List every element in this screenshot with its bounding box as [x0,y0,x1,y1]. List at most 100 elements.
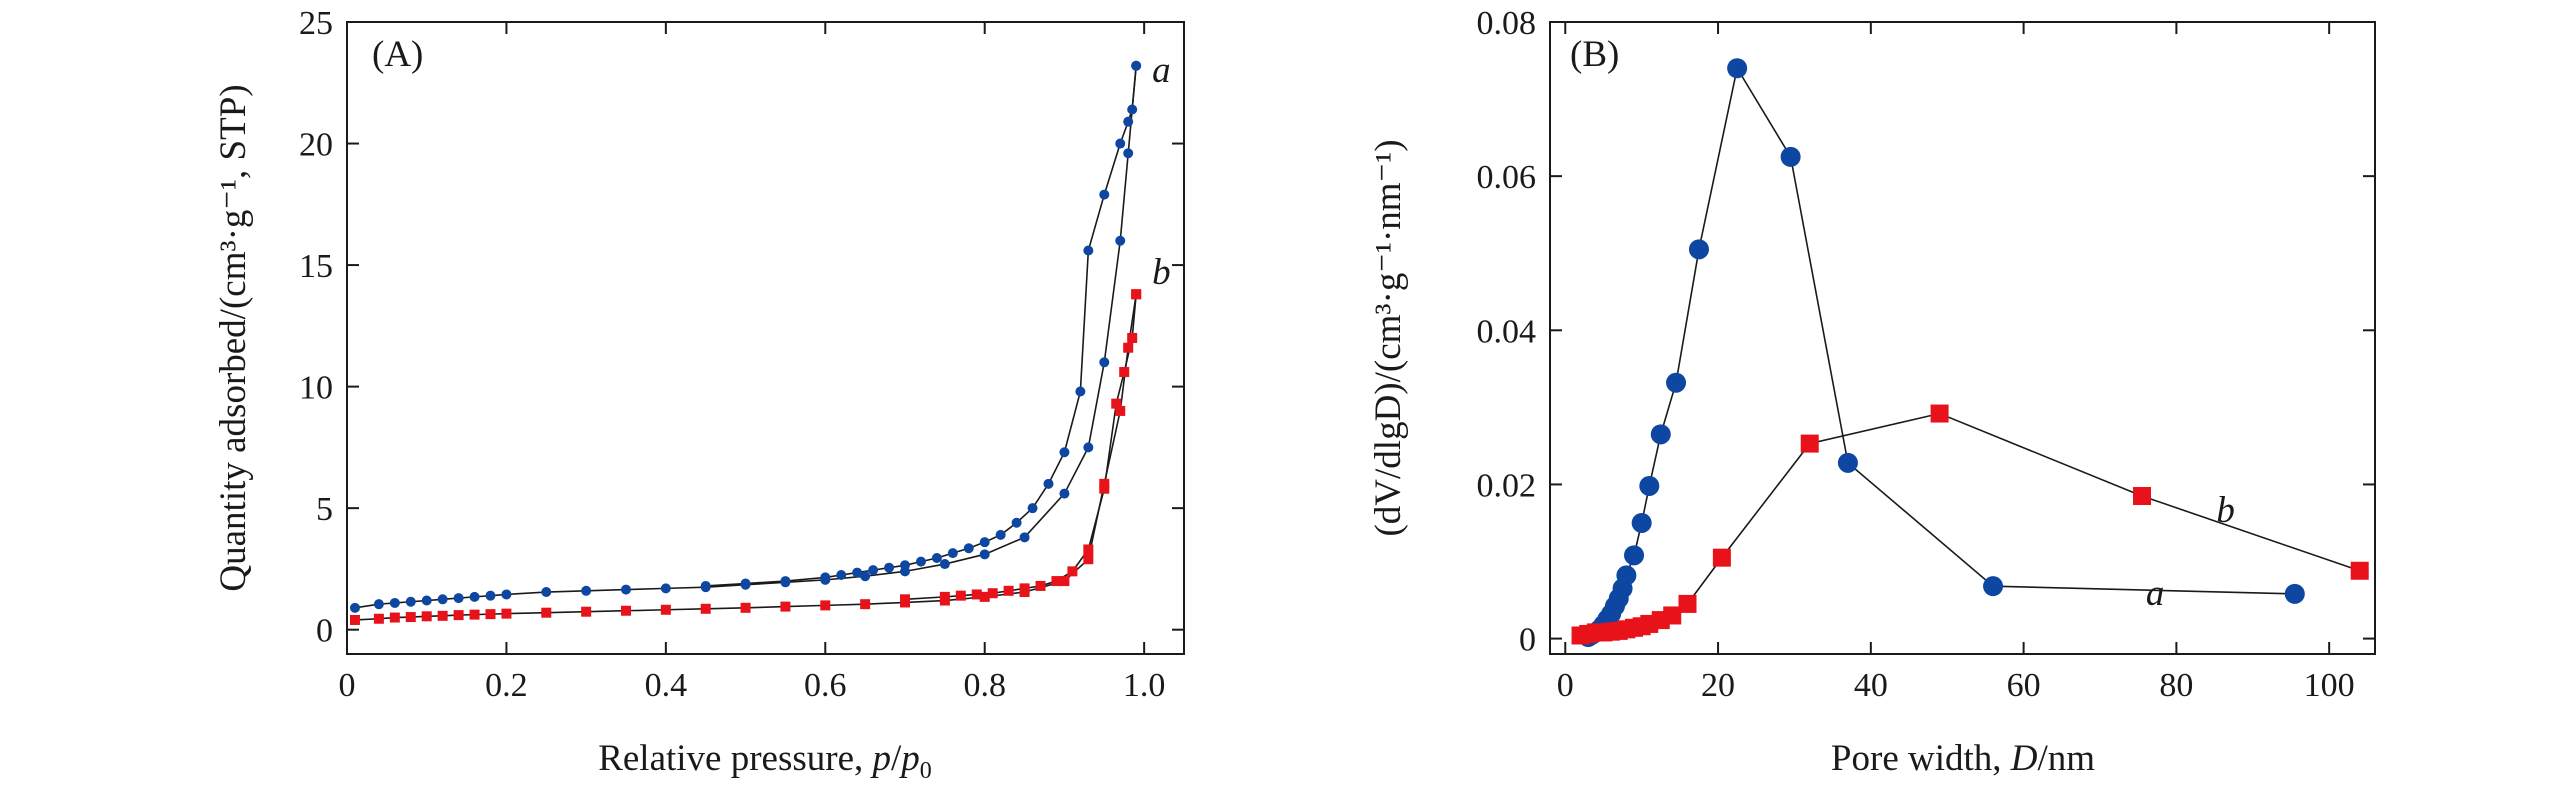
a-series-a-desorption-point [780,576,791,587]
panel-b-markers [1571,58,2369,648]
a-x-tick-label: 0.8 [963,667,1006,704]
b-series-a-point [1631,512,1652,533]
a-y-tick-label: 20 [299,127,333,164]
a-series-b-desorption-point [987,588,998,599]
a-series-b-adsorption-point [349,614,360,625]
a-series-a-adsorption-point [421,595,432,606]
a-series-b-adsorption-point [421,611,432,622]
b-series-a-point [1837,452,1858,473]
b-y-tick-label: 0.02 [1477,467,1537,504]
a-series-b-adsorption-point [860,599,871,610]
b-series-a-point [1666,372,1687,393]
a-y-tick-label: 0 [316,613,333,650]
a-series-a-adsorption-point [581,585,592,596]
a-series-a-desorption-point [1131,60,1142,71]
a-series-b-desorption-point [1099,483,1110,494]
b-x-tick-label: 20 [1701,667,1735,704]
b-series-a-point [1639,475,1660,496]
a-series-a-adsorption-point [860,571,871,582]
a-series-a-desorption-point [915,556,926,567]
a-series-b-adsorption-line [354,294,1137,621]
panel-a-y-axis-title: Quantity adsorbed/(cm³·g⁻¹, STP) [213,84,254,591]
a-series-b-adsorption-point [437,610,448,621]
a-series-b-adsorption-point [660,604,671,615]
a-series-a-desorption-point [963,543,974,554]
a-series-a-adsorption-point [1059,488,1070,499]
panel-b-series-label-b: b [2216,490,2235,531]
panel-b-y-axis-title: (dV/dlgD)/(cm³·g⁻¹·nm⁻¹) [1368,139,1409,536]
b-x-tick-label: 100 [2304,667,2355,704]
a-x-tick-label: 0.4 [645,667,688,704]
a-series-a-desorption-point [947,548,958,559]
a-series-b-desorption-line [904,294,1137,601]
b-x-tick-label: 80 [2159,667,2193,704]
panel-a-series-label-b: b [1152,252,1171,293]
a-series-a-desorption-point [1043,478,1054,489]
a-series-a-desorption-point [900,560,910,571]
panel-a-ticks: 0 0.2 0.4 0.6 0.8 1.0 0 5 10 15 20 25 [299,5,1184,704]
a-series-a-adsorption-point [1019,532,1030,543]
a-y-tick-label: 5 [316,491,333,528]
a-series-b-desorption-point [1035,580,1046,591]
panel-a-series-label-a: a [1152,50,1171,91]
a-series-a-desorption-point [700,580,711,591]
a-series-b-adsorption-point [453,610,464,621]
panel-a-markers [349,60,1142,625]
a-series-b-desorption-point [1067,566,1078,577]
panel-b-label: (B) [1570,34,1619,75]
a-series-b-adsorption-point [820,600,831,611]
a-series-b-desorption-point [939,591,950,602]
b-series-b-point [2133,487,2152,505]
a-series-a-desorption-point [836,570,847,580]
a-series-b-desorption-point [1131,289,1142,300]
b-series-a-point [1727,58,1748,79]
a-series-a-desorption-point [1115,138,1126,149]
a-series-b-adsorption-point [501,608,512,619]
a-y-tick-label: 15 [299,248,333,285]
b-series-a-point [1616,565,1637,586]
a-series-b-adsorption-point [485,609,496,620]
b-x-tick-label: 0 [1557,667,1574,704]
b-x-tick-label: 40 [1854,667,1888,704]
a-series-a-adsorption-point [939,559,950,570]
a-series-a-desorption-point [740,578,751,589]
a-series-a-desorption-point [884,562,895,573]
a-series-a-desorption-point [1059,447,1070,458]
b-y-tick-label: 0.04 [1477,313,1537,350]
a-series-a-adsorption-point [1115,235,1126,246]
panel-b-x-axis-title: Pore width, D/nm [1831,738,2095,779]
a-series-a-adsorption-point [1099,357,1110,368]
a-series-b-adsorption-point [373,613,384,624]
a-x-tick-label: 0 [339,667,356,704]
a-series-b-adsorption-point [740,602,751,613]
panel-a-label: (A) [372,34,423,75]
b-series-b-point [1712,548,1731,567]
a-series-a-desorption-point [979,537,990,548]
a-series-b-adsorption-point [469,609,480,620]
a-series-b-adsorption-point [389,612,400,623]
a-series-b-desorption-point [900,594,910,605]
a-series-a-adsorption-point [1083,442,1094,453]
a-series-b-adsorption-point [1123,342,1134,353]
a-y-tick-label: 25 [299,5,333,42]
a-series-a-desorption-point [931,552,942,563]
a-series-b-desorption-point [955,590,966,601]
a-series-b-adsorption-point [1083,554,1094,565]
a-series-a-adsorption-point [501,589,512,600]
a-series-b-desorption-point [1019,583,1030,594]
b-y-tick-label: 0.06 [1477,159,1537,196]
a-series-b-adsorption-point [1059,576,1070,587]
a-series-a-desorption-point [868,565,879,576]
panel-b-curves [1580,66,2360,638]
a-series-a-adsorption-point [485,590,496,601]
a-series-b-adsorption-point [581,606,592,617]
a-series-b-adsorption-point [700,603,711,614]
a-series-a-desorption-point [852,567,863,578]
a-series-a-adsorption-point [621,584,631,595]
b-series-a-point [1650,424,1671,445]
panel-a-frame [346,21,1185,655]
panel-a-curves [354,65,1137,621]
b-series-b-point [1930,404,1949,423]
a-series-b-adsorption-point [1115,405,1126,416]
